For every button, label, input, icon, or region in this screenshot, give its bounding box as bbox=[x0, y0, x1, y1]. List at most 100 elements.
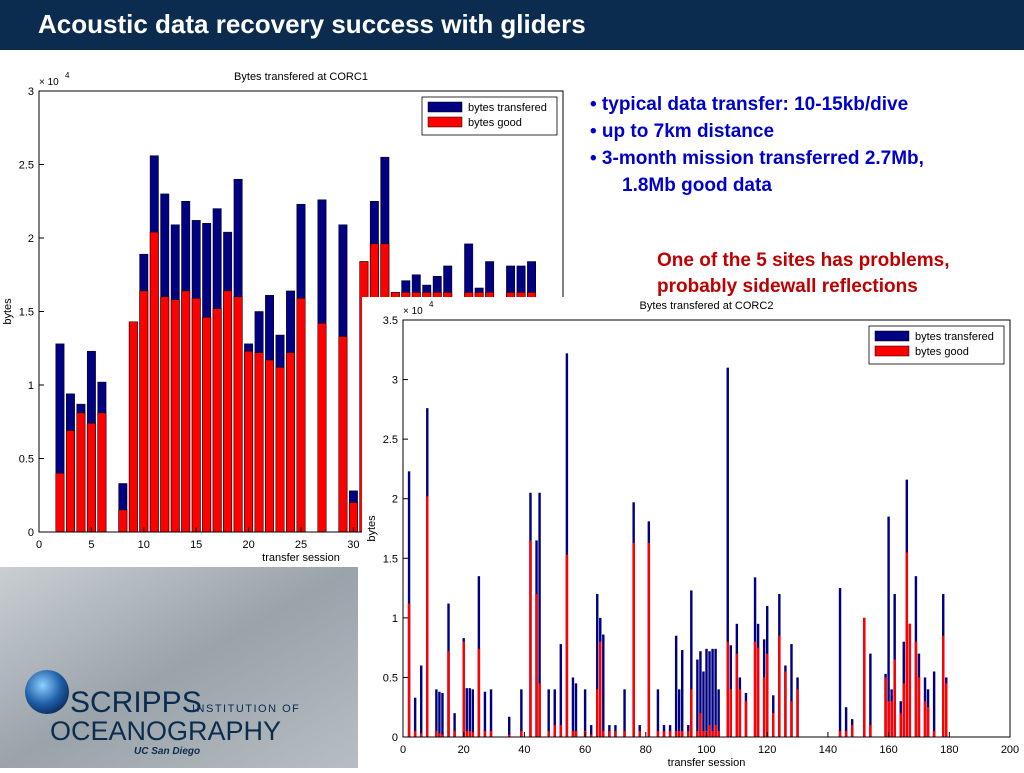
bar bbox=[191, 298, 201, 533]
bar bbox=[702, 671, 705, 737]
x-tick-label: 140 bbox=[819, 744, 837, 756]
bar bbox=[565, 554, 569, 737]
legend-swatch bbox=[427, 116, 463, 128]
legend-swatch bbox=[427, 101, 463, 113]
note: One of the 5 sites has problems, probabl… bbox=[657, 250, 949, 297]
bar bbox=[838, 588, 842, 737]
x-tick-label: 120 bbox=[758, 744, 776, 756]
bar bbox=[419, 665, 423, 737]
chart-title: Bytes transfered at CORC2 bbox=[640, 300, 774, 312]
bar bbox=[465, 688, 468, 737]
bar bbox=[468, 731, 471, 737]
x-tick-label: 100 bbox=[697, 744, 715, 756]
bar bbox=[932, 731, 936, 737]
y-tick-label: 0.5 bbox=[383, 672, 398, 684]
bar bbox=[674, 635, 678, 737]
bar bbox=[483, 731, 487, 737]
bar bbox=[632, 542, 635, 737]
bar bbox=[790, 701, 793, 737]
bar bbox=[681, 731, 684, 737]
bar bbox=[538, 492, 541, 737]
bar bbox=[118, 509, 128, 533]
bar bbox=[756, 647, 760, 737]
bullet: 1.8Mb good data bbox=[622, 175, 772, 196]
x-tick-label: 200 bbox=[1001, 744, 1019, 756]
note-line: probably sidewall reflections bbox=[657, 276, 918, 297]
bar bbox=[559, 725, 563, 737]
chart: 0 0.5 1 1.5 2 2.5 3 3.5 0 20 40 60 80 100 120 140 160 180… bbox=[362, 297, 1024, 769]
bar bbox=[696, 659, 699, 737]
bar bbox=[772, 713, 775, 737]
bar bbox=[508, 716, 511, 737]
exponent-base: × 10 bbox=[403, 306, 423, 317]
bar bbox=[413, 731, 417, 737]
bar bbox=[726, 641, 729, 737]
x-axis-label: transfer session bbox=[262, 552, 340, 564]
bar bbox=[838, 731, 842, 737]
bar bbox=[945, 683, 948, 737]
bar bbox=[520, 731, 523, 737]
bar bbox=[553, 725, 556, 737]
x-tick-label: 40 bbox=[518, 744, 530, 756]
header-bar bbox=[0, 0, 1024, 50]
x-tick-label: 160 bbox=[879, 744, 897, 756]
bar bbox=[887, 516, 890, 737]
x-tick-label: 25 bbox=[295, 539, 307, 551]
logo-globe bbox=[25, 670, 69, 714]
bar bbox=[275, 367, 285, 533]
bar bbox=[338, 336, 348, 533]
bar bbox=[149, 231, 159, 533]
bar bbox=[699, 651, 702, 737]
bar bbox=[441, 734, 444, 737]
bar bbox=[65, 430, 75, 533]
x-tick-label: 80 bbox=[640, 744, 652, 756]
bar bbox=[714, 648, 717, 737]
bar bbox=[696, 731, 699, 737]
bar bbox=[435, 731, 438, 737]
bar bbox=[923, 701, 927, 737]
bar bbox=[553, 689, 556, 737]
bar bbox=[708, 651, 711, 737]
y-axis-label: bytes bbox=[2, 298, 14, 325]
legend-swatch bbox=[874, 345, 910, 357]
bar bbox=[559, 644, 563, 737]
y-tick-label: 0 bbox=[392, 732, 398, 744]
bullet: • 3-month mission transferred 2.7Mb, bbox=[590, 148, 924, 169]
exponent-base: × 10 bbox=[39, 77, 59, 88]
bar bbox=[589, 734, 593, 737]
bar bbox=[893, 659, 896, 737]
bar bbox=[714, 725, 717, 737]
bar bbox=[465, 731, 468, 737]
bar bbox=[677, 689, 681, 737]
bar bbox=[547, 731, 550, 737]
bar bbox=[784, 671, 787, 737]
x-tick-label: 15 bbox=[190, 539, 202, 551]
bar bbox=[668, 731, 672, 737]
logo-name: SCRIPPS bbox=[70, 686, 202, 719]
bar bbox=[596, 689, 599, 737]
y-tick-label: 2 bbox=[392, 494, 398, 506]
bar bbox=[438, 733, 441, 737]
bar bbox=[702, 731, 705, 737]
bar bbox=[244, 350, 254, 533]
bar bbox=[614, 731, 617, 737]
x-tick-label: 5 bbox=[88, 539, 94, 551]
bar bbox=[765, 653, 769, 737]
bar bbox=[917, 677, 921, 737]
x-tick-label: 180 bbox=[940, 744, 958, 756]
logo-institution: INSTITUTION OF bbox=[192, 703, 300, 715]
bar bbox=[705, 648, 708, 737]
bar bbox=[932, 671, 936, 737]
bar bbox=[265, 359, 275, 533]
bar bbox=[902, 683, 905, 737]
bar bbox=[623, 731, 626, 737]
bar bbox=[656, 689, 660, 737]
bar bbox=[729, 689, 732, 737]
bar bbox=[529, 540, 532, 737]
bar bbox=[690, 689, 693, 737]
bar bbox=[690, 590, 693, 737]
bar bbox=[471, 732, 475, 737]
bar bbox=[426, 496, 429, 737]
y-tick-label: 1.5 bbox=[383, 553, 398, 565]
bar bbox=[438, 691, 441, 737]
